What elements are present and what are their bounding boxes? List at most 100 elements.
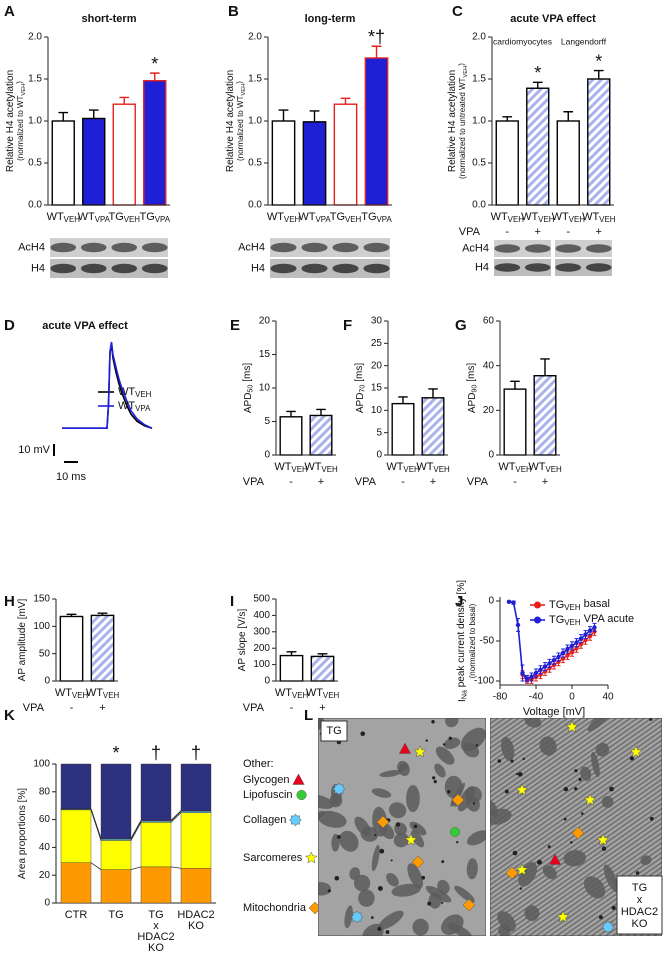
y-axis-label: Relative H4 acetylation <box>225 70 236 172</box>
granule <box>512 850 518 856</box>
data-point <box>551 658 557 663</box>
x-tick-label-part: VPA <box>377 215 393 224</box>
x-tick-label-part: TG <box>108 211 123 223</box>
y-axis-label-part: (normalized to WT <box>16 95 25 160</box>
bar <box>333 103 358 206</box>
granule <box>370 916 374 919</box>
organelle <box>587 718 611 732</box>
organelle <box>391 883 421 897</box>
bar <box>309 414 333 456</box>
image-label: HDAC2 <box>621 906 658 918</box>
panel-letter: B <box>228 3 239 20</box>
y-tick-label: 20 <box>39 870 51 881</box>
granule <box>413 824 418 829</box>
legend-label-part: WT <box>118 400 135 412</box>
legend-label-part: VEH <box>135 390 152 399</box>
blot-background <box>50 259 168 278</box>
organelle <box>595 742 610 757</box>
blot-background <box>555 259 612 276</box>
y-tick-label: 1.0 <box>28 116 42 127</box>
y-axis-label-part: I <box>457 699 468 702</box>
granule <box>570 841 573 844</box>
y-tick-label: 0 <box>488 450 494 461</box>
bar-segment <box>140 866 172 904</box>
legend-label: Glycogen <box>243 774 289 786</box>
organelle <box>388 802 407 819</box>
blot-band <box>363 263 390 274</box>
panel-letter: L <box>304 707 313 724</box>
x-tick-label-part: WT <box>304 461 321 473</box>
data-point <box>506 599 512 604</box>
scale-label: 10 ms <box>56 471 86 483</box>
blot-background <box>270 238 390 257</box>
blot-band <box>111 242 138 253</box>
error-bar <box>532 81 543 89</box>
bar-segment <box>100 840 132 870</box>
bar <box>364 57 389 206</box>
treatment-label: - <box>290 702 294 714</box>
data-point <box>556 654 561 660</box>
x-tick-label-part: WT <box>491 211 508 223</box>
data-point <box>565 646 570 652</box>
x-tick-label-part: TG <box>361 211 376 223</box>
x-tick-label: CTR <box>65 909 88 921</box>
data-point <box>538 667 543 672</box>
bar <box>495 120 519 206</box>
treatment-label: + <box>430 476 436 488</box>
y-tick-label: 60 <box>483 316 495 327</box>
data-point <box>533 670 539 676</box>
organelle <box>428 892 442 909</box>
organelle <box>371 788 392 798</box>
granule <box>432 776 436 780</box>
annotation-marker <box>451 793 465 807</box>
y-tick-label: 30 <box>371 316 383 327</box>
bar <box>391 402 415 456</box>
connector <box>170 810 182 821</box>
panel-title: long-term <box>305 13 356 25</box>
bar-segment <box>180 763 212 811</box>
bar-segment <box>60 763 92 809</box>
error-bar <box>309 110 320 122</box>
connector <box>90 862 102 870</box>
granule <box>649 718 653 721</box>
granule <box>442 743 446 746</box>
y-tick-label: 100 <box>253 659 270 670</box>
x-tick-label-part: VEH <box>508 215 525 224</box>
label-box <box>320 720 348 742</box>
organelle <box>640 855 652 866</box>
x-tick-label: TGVPA <box>139 211 170 224</box>
panel-letter: J <box>455 593 463 610</box>
granule <box>456 840 459 844</box>
x-tick-label-part: WT <box>386 461 403 473</box>
significance-mark: * <box>151 54 158 74</box>
x-tick-label-part: VEH <box>538 215 555 224</box>
blot-band <box>585 263 612 272</box>
panel-letter: F <box>343 317 352 334</box>
error-bar <box>88 109 99 119</box>
data-point <box>524 676 530 681</box>
granule <box>374 834 377 837</box>
granule <box>580 812 584 815</box>
panel-title: acute VPA effect <box>42 320 128 332</box>
panel-letter: H <box>4 593 15 610</box>
x-tick-label-part: VEH <box>515 465 532 474</box>
treatment-row-label: VPA <box>243 476 265 488</box>
image-label: KO <box>632 918 648 930</box>
error-bar <box>149 72 160 81</box>
x-tick-label-part: WT <box>416 461 433 473</box>
granule <box>574 769 578 773</box>
organelle <box>539 736 557 756</box>
error-bar <box>371 45 382 58</box>
annotation-marker <box>629 745 643 758</box>
y-tick-label: 0.5 <box>28 158 42 169</box>
y-tick-label: 100 <box>33 621 50 632</box>
y-axis-label-part: APD <box>467 393 478 414</box>
y-axis-label-part: 90 <box>469 385 478 393</box>
organelle <box>393 832 409 848</box>
x-tick-label: -80 <box>493 692 508 703</box>
organelle <box>542 865 557 880</box>
y-tick-label: 0.5 <box>248 158 262 169</box>
blot-band <box>50 242 77 253</box>
y-tick-label: 400 <box>253 610 270 621</box>
y-axis-label-part: ) <box>15 81 24 84</box>
